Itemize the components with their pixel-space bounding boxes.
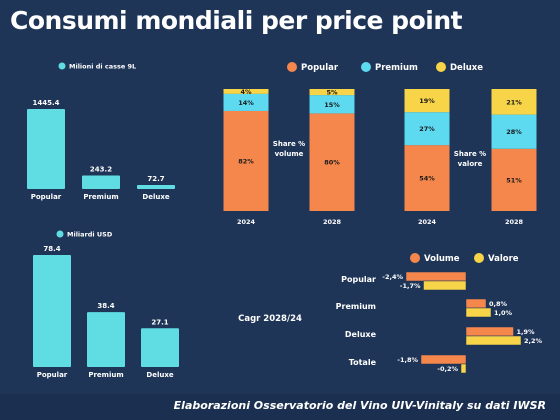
bar-volume-deluxe xyxy=(465,326,514,337)
page-title: Consumi mondiali per price point xyxy=(10,6,463,35)
legend-marker xyxy=(56,230,64,238)
segment-popular-2024 xyxy=(223,110,269,211)
series-label: Share % xyxy=(454,150,486,158)
legend-label-premium: Premium xyxy=(375,63,418,73)
tick-label: 2028 xyxy=(323,218,342,226)
data-label: 14% xyxy=(238,99,254,107)
data-label: -1,8% xyxy=(397,356,418,364)
tick-label-totale: Totale xyxy=(349,358,377,367)
data-label: 27.1 xyxy=(151,318,168,326)
bar-valore-deluxe xyxy=(465,335,522,346)
data-label: -0,2% xyxy=(437,365,458,373)
source-note: Elaborazioni Osservatorio del Vino UIV-V… xyxy=(173,399,546,412)
data-label: 72.7 xyxy=(147,175,164,183)
legend-label-valore: Valore xyxy=(488,254,519,264)
data-label: 80% xyxy=(324,159,340,167)
bar-popular xyxy=(27,109,65,189)
series-label: Share % xyxy=(273,140,305,148)
bar-deluxe xyxy=(137,184,175,189)
segment-deluxe-2028 xyxy=(309,89,355,96)
footer-bar: Elaborazioni Osservatorio del Vino UIV-V… xyxy=(0,394,560,420)
bar-volume-premium xyxy=(465,298,487,309)
tick-label: 2024 xyxy=(237,218,256,226)
data-label: 1,0% xyxy=(494,309,513,317)
tick-label-premium: Premium xyxy=(336,302,376,311)
data-label: 15% xyxy=(324,101,340,109)
data-label: 19% xyxy=(419,97,435,105)
segment-popular-2028 xyxy=(309,113,355,211)
legend-marker-valore xyxy=(474,253,484,263)
tick-label-deluxe: Deluxe xyxy=(345,330,377,339)
data-label: 1445.4 xyxy=(32,99,59,107)
legend-label: Miliardi USD xyxy=(67,231,113,239)
data-label: 27% xyxy=(419,125,435,133)
series-label: valore xyxy=(458,160,483,168)
segment-premium-2028 xyxy=(309,95,355,114)
tick-label: 2028 xyxy=(505,218,524,226)
data-label: 54% xyxy=(419,175,435,183)
bar-valore-popular xyxy=(423,280,467,291)
legend-marker-volume xyxy=(410,253,420,263)
series-label: Cagr 2028/24 xyxy=(238,314,302,324)
tick-label: Deluxe xyxy=(146,371,173,379)
data-label: 51% xyxy=(506,176,522,184)
segment-deluxe-2028 xyxy=(491,89,537,115)
bar-volume-popular xyxy=(405,271,467,282)
segment-deluxe-2024 xyxy=(404,89,450,113)
data-label: -1,7% xyxy=(400,282,421,290)
legend-marker-premium xyxy=(361,62,371,72)
bar-valore-premium xyxy=(465,307,492,318)
data-label: 78.4 xyxy=(43,245,60,253)
tick-label: Premium xyxy=(88,371,123,379)
series-label: volume xyxy=(275,150,304,158)
segment-premium-2028 xyxy=(491,114,537,149)
data-label: 4% xyxy=(240,88,252,96)
data-label: 5% xyxy=(326,89,338,97)
bar-popular xyxy=(33,255,71,367)
data-label: -2,4% xyxy=(382,273,403,281)
tick-label: Premium xyxy=(83,193,118,201)
data-label: 28% xyxy=(506,128,522,136)
legend-label-deluxe: Deluxe xyxy=(450,63,483,73)
tick-label-popular: Popular xyxy=(341,275,376,284)
bar-premium xyxy=(87,312,125,367)
segment-premium-2024 xyxy=(404,112,450,146)
tick-label: 2024 xyxy=(418,218,437,226)
bar-volume-totale xyxy=(420,354,467,365)
data-label: 82% xyxy=(238,157,254,165)
legend-label-popular: Popular xyxy=(301,63,339,73)
tick-label: Popular xyxy=(31,193,62,201)
segment-deluxe-2024 xyxy=(223,89,269,94)
segment-popular-2024 xyxy=(404,145,450,211)
legend-label: Milioni di casse 9L xyxy=(69,63,136,71)
bar-premium xyxy=(82,175,120,189)
data-label: 243.2 xyxy=(90,166,112,174)
bar-valore-totale xyxy=(460,363,467,374)
data-label: 38.4 xyxy=(97,302,114,310)
bar-deluxe xyxy=(141,328,179,367)
data-label: 2,2% xyxy=(524,337,543,345)
legend-marker-popular xyxy=(287,62,297,72)
data-label: 21% xyxy=(506,98,522,106)
legend-marker-deluxe xyxy=(436,62,446,72)
legend-label-volume: Volume xyxy=(424,254,460,264)
legend-marker xyxy=(58,62,66,70)
tick-label: Popular xyxy=(37,371,68,379)
tick-label: Deluxe xyxy=(142,193,169,201)
segment-popular-2028 xyxy=(491,148,537,211)
segment-premium-2024 xyxy=(223,93,269,111)
data-label: 1,9% xyxy=(517,328,536,336)
data-label: 0,8% xyxy=(489,300,508,308)
